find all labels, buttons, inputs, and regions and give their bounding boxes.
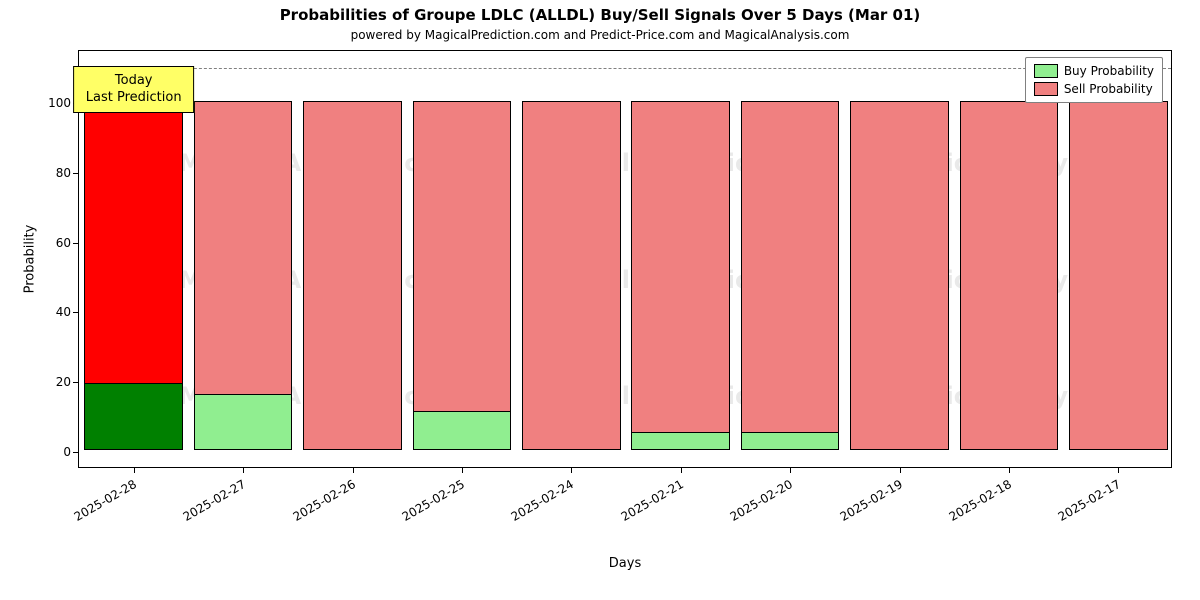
- legend-item: Buy Probability: [1034, 62, 1154, 80]
- bar-group: [413, 51, 511, 467]
- sell-bar: [413, 101, 511, 449]
- y-tick-label: 80: [56, 166, 79, 180]
- bar-group: [1069, 51, 1167, 467]
- y-tick-label: 60: [56, 236, 79, 250]
- sell-bar: [303, 101, 401, 449]
- bar-group: [303, 51, 401, 467]
- x-tick-mark: [1009, 467, 1010, 473]
- bar-group: [850, 51, 948, 467]
- sell-bar: [631, 101, 729, 449]
- y-tick-label: 0: [63, 445, 79, 459]
- x-tick-label: 2025-02-24: [509, 477, 576, 524]
- x-tick-mark: [900, 467, 901, 473]
- annotation-line2: Last Prediction: [86, 90, 182, 106]
- annotation-line1: Today: [86, 73, 182, 89]
- sell-bar: [741, 101, 839, 449]
- x-tick-mark: [462, 467, 463, 473]
- x-tick-mark: [571, 467, 572, 473]
- x-tick-label: 2025-02-20: [728, 477, 795, 524]
- y-tick-label: 20: [56, 375, 79, 389]
- bar-group: [84, 51, 182, 467]
- y-axis-label: Probability: [23, 225, 38, 294]
- chart-title: Probabilities of Groupe LDLC (ALLDL) Buy…: [0, 6, 1200, 24]
- buy-bar: [413, 411, 511, 449]
- sell-bar: [522, 101, 620, 449]
- x-tick-label: 2025-02-28: [71, 477, 138, 524]
- bar-group: [522, 51, 620, 467]
- y-tick-label: 40: [56, 305, 79, 319]
- x-tick-label: 2025-02-19: [837, 477, 904, 524]
- legend-label: Buy Probability: [1064, 62, 1154, 80]
- legend: Buy ProbabilitySell Probability: [1025, 57, 1163, 103]
- sell-bar: [1069, 101, 1167, 449]
- legend-label: Sell Probability: [1064, 80, 1153, 98]
- legend-item: Sell Probability: [1034, 80, 1154, 98]
- x-tick-mark: [353, 467, 354, 473]
- x-tick-mark: [1118, 467, 1119, 473]
- buy-bar: [631, 432, 729, 449]
- x-tick-label: 2025-02-25: [399, 477, 466, 524]
- sell-bar: [960, 101, 1058, 449]
- bar-group: [194, 51, 292, 467]
- x-tick-label: 2025-02-18: [946, 477, 1013, 524]
- x-axis-label: Days: [609, 556, 641, 571]
- x-tick-label: 2025-02-26: [290, 477, 357, 524]
- legend-swatch: [1034, 64, 1058, 78]
- buy-bar: [194, 394, 292, 450]
- bar-group: [960, 51, 1058, 467]
- x-tick-mark: [790, 467, 791, 473]
- bar-group: [631, 51, 729, 467]
- buy-bar: [84, 383, 182, 449]
- x-tick-label: 2025-02-27: [181, 477, 248, 524]
- x-tick-mark: [134, 467, 135, 473]
- legend-swatch: [1034, 82, 1058, 96]
- x-tick-label: 2025-02-17: [1056, 477, 1123, 524]
- bar-group: [741, 51, 839, 467]
- sell-bar: [850, 101, 948, 449]
- today-annotation: TodayLast Prediction: [73, 66, 195, 113]
- x-tick-mark: [243, 467, 244, 473]
- buy-bar: [741, 432, 839, 449]
- figure: Probabilities of Groupe LDLC (ALLDL) Buy…: [0, 0, 1200, 600]
- chart-subtitle: powered by MagicalPrediction.com and Pre…: [0, 28, 1200, 42]
- x-tick-label: 2025-02-21: [618, 477, 685, 524]
- x-tick-mark: [681, 467, 682, 473]
- plot-area: MagicalAnalysis.comMagicalPrediction.com…: [78, 50, 1172, 468]
